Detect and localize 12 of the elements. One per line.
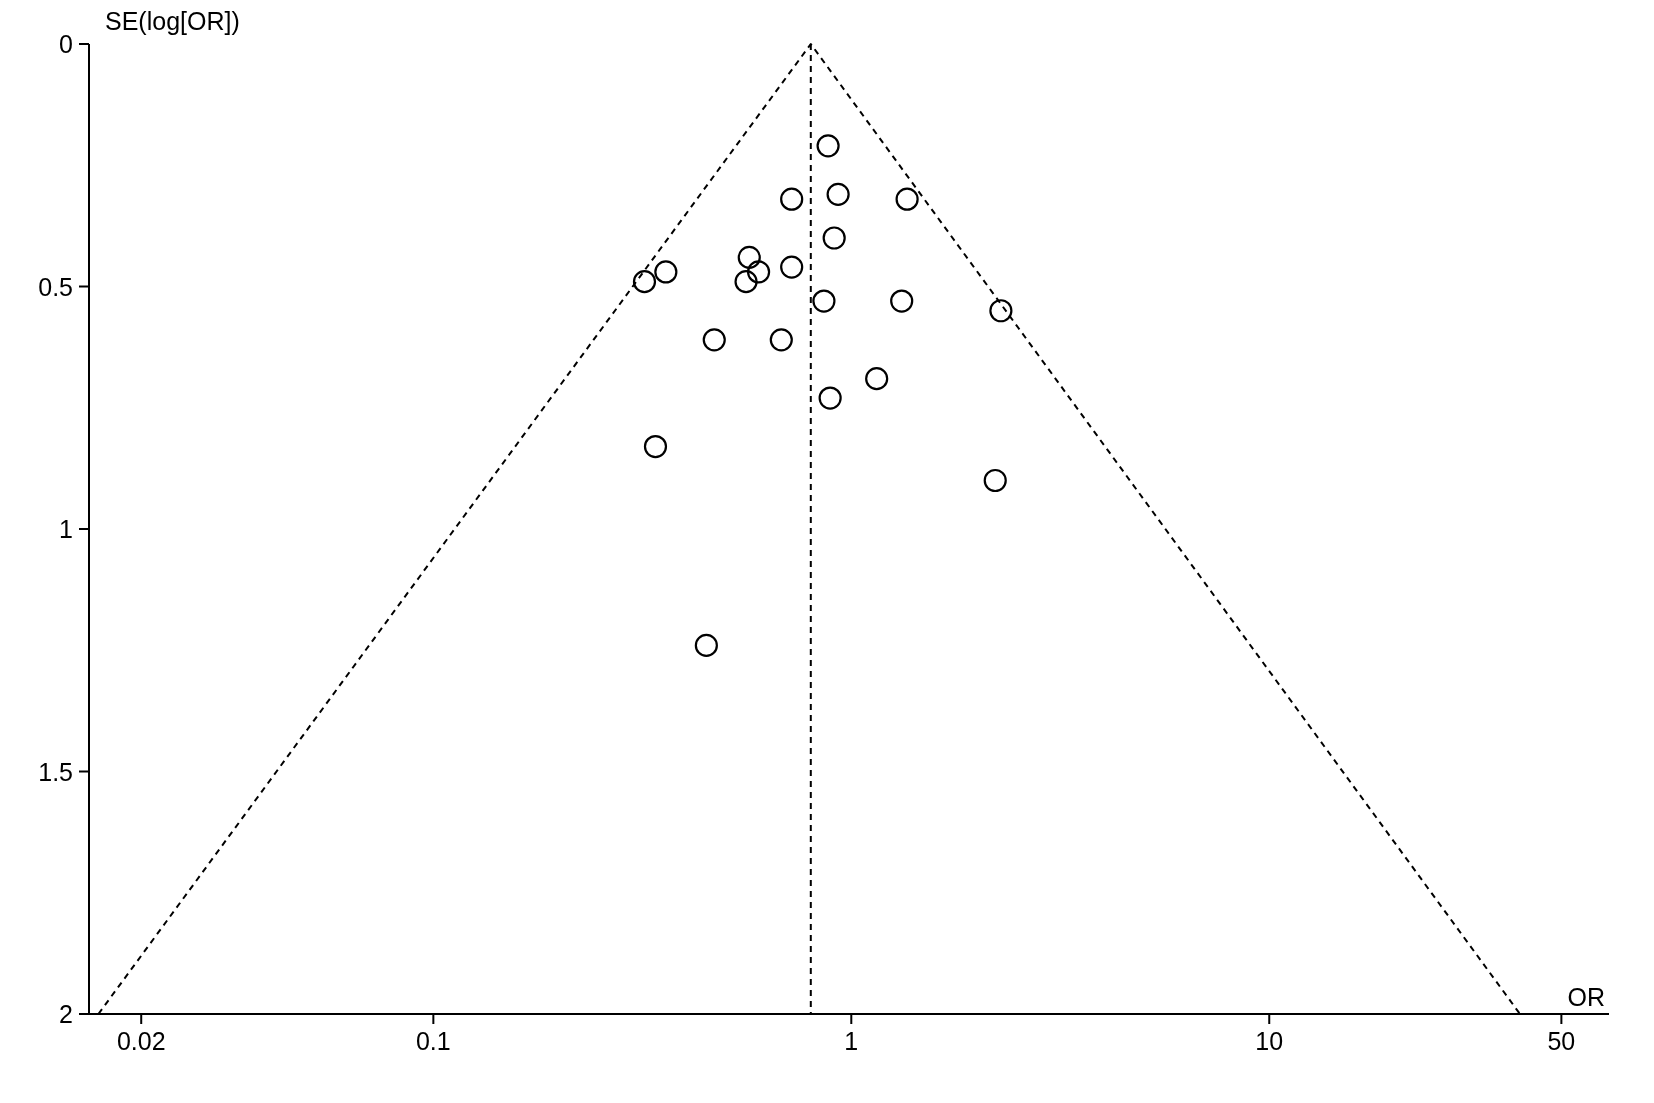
x-tick-label: 10 <box>1255 1027 1284 1055</box>
x-axis-title: OR <box>1567 983 1605 1011</box>
x-tick-label: 0.1 <box>415 1027 451 1055</box>
x-tick-label: 50 <box>1547 1027 1576 1055</box>
x-tick-label: 0.02 <box>116 1027 166 1055</box>
y-tick-label: 0.5 <box>38 272 73 301</box>
x-tick-label: 1 <box>844 1027 859 1055</box>
y-tick-label: 2 <box>59 1000 73 1028</box>
y-tick-label: 0 <box>59 30 73 58</box>
y-tick-label: 1 <box>59 515 73 543</box>
y-axis-title: SE(log[OR]) <box>105 7 240 35</box>
y-tick-label: 1.5 <box>38 757 73 786</box>
